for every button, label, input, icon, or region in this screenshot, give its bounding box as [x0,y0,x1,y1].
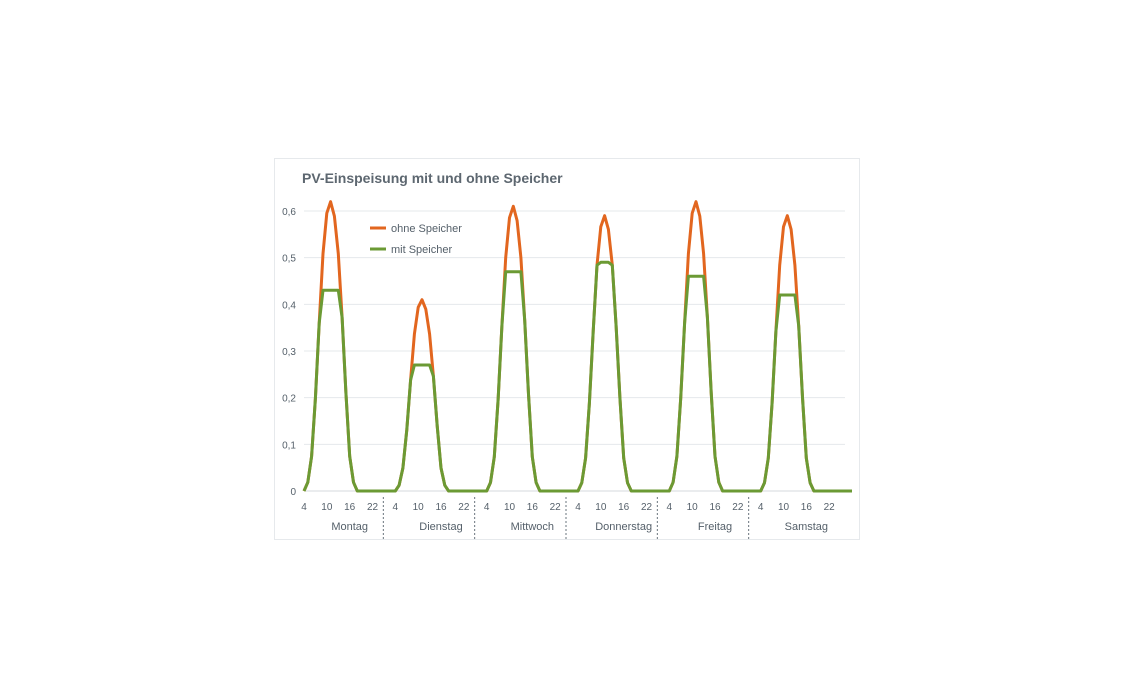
x-tick-label: 22 [367,502,379,513]
day-label: Mittwoch [511,521,554,533]
x-tick-label: 22 [641,502,653,513]
legend-label: mit Speicher [391,244,452,256]
legend-label: ohne Speicher [391,223,462,235]
x-tick-label: 16 [344,502,356,513]
y-tick-label: 0,5 [282,254,296,265]
chart-frame [274,158,860,540]
series-mit-speicher-line [302,260,852,493]
x-tick-label: 22 [824,502,836,513]
x-tick-label: 10 [687,502,699,513]
day-label: Montag [331,521,368,533]
y-tick-label: 0,6 [282,207,296,218]
x-tick-label: 10 [321,502,333,513]
x-tick-label: 16 [801,502,813,513]
y-tick-label: 0,3 [282,347,296,358]
x-tick-label: 10 [504,502,516,513]
grid-layer [304,210,845,492]
x-tick-label: 16 [527,502,539,513]
x-tick-label: 22 [550,502,562,513]
x-tick-label: 4 [301,502,307,513]
x-tick-label: 16 [709,502,721,513]
x-tick-label: 16 [618,502,630,513]
x-tick-label: 10 [595,502,607,513]
x-tick-label: 4 [758,502,764,513]
x-tick-label: 10 [778,502,790,513]
day-label: Freitag [698,521,732,533]
day-label: Samstag [785,521,828,533]
x-tick-label: 4 [393,502,399,513]
y-tick-label: 0 [290,487,296,498]
legend: ohne Speicher mit Speicher [370,223,462,256]
x-tick-label: 4 [575,502,581,513]
y-tick-label: 0,1 [282,440,296,451]
series-layer [302,200,852,493]
x-tick-label: 4 [667,502,673,513]
y-tick-label: 0,2 [282,394,296,405]
day-label: Donnerstag [595,521,652,533]
x-tick-label: 10 [413,502,425,513]
day-label: Dienstag [419,521,462,533]
x-tick-label: 4 [484,502,490,513]
chart-title: PV-Einspeisung mit und ohne Speicher [302,170,563,186]
x-tick-label: 22 [458,502,470,513]
axis-layer: 0 0,1 0,2 0,3 0,4 0,5 0,6 4 10 16 22 Montag 4 10 16 22 D… [282,207,835,540]
y-tick-label: 0,4 [282,300,296,311]
x-tick-label: 16 [435,502,447,513]
x-tick-label: 22 [732,502,744,513]
